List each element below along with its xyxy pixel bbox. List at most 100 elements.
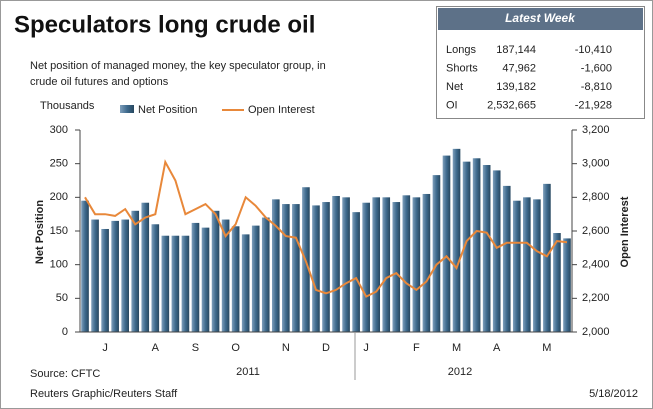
bar bbox=[372, 197, 381, 332]
legend-label: Open Interest bbox=[248, 104, 315, 116]
source: Source: CFTC bbox=[30, 368, 100, 380]
bar bbox=[563, 238, 571, 332]
y-tick-label: 300 bbox=[50, 124, 68, 136]
bar bbox=[81, 200, 89, 332]
table-value: 139,182 bbox=[496, 81, 536, 93]
bar bbox=[462, 161, 471, 332]
x-tick-label: S bbox=[192, 342, 199, 354]
legend-swatch bbox=[120, 105, 134, 113]
line bbox=[84, 159, 568, 298]
y-tick-label: 250 bbox=[50, 158, 68, 170]
x-tick-label: J bbox=[363, 342, 369, 354]
table-label: Longs bbox=[446, 44, 476, 56]
table-value: 47,962 bbox=[502, 62, 536, 74]
bar bbox=[211, 210, 220, 332]
y-tick-label: 0 bbox=[62, 326, 68, 338]
bar bbox=[432, 175, 441, 332]
bar bbox=[221, 219, 230, 332]
y2-axis-label: Open Interest bbox=[619, 196, 631, 267]
bar bbox=[392, 202, 401, 332]
bar bbox=[412, 197, 421, 332]
table-change: -8,810 bbox=[581, 81, 612, 93]
year-label: 2011 bbox=[236, 366, 260, 378]
bar bbox=[492, 170, 501, 332]
bar bbox=[422, 193, 431, 332]
bar bbox=[512, 200, 521, 332]
bar bbox=[121, 219, 129, 332]
y2-tick-label: 2,000 bbox=[582, 326, 610, 338]
bar bbox=[523, 197, 531, 332]
bar bbox=[502, 185, 511, 332]
bar bbox=[231, 226, 240, 332]
x-tick-label: A bbox=[152, 342, 160, 354]
y-tick-label: 150 bbox=[50, 225, 68, 237]
y2-tick-label: 3,000 bbox=[582, 158, 610, 170]
y2-tick-label: 2,200 bbox=[582, 292, 610, 304]
table-label: Shorts bbox=[446, 62, 478, 74]
bar bbox=[131, 210, 140, 332]
bar bbox=[91, 219, 99, 332]
bar bbox=[181, 235, 190, 332]
y2-tick-label: 2,400 bbox=[582, 259, 610, 271]
subtitle: crude oil futures and options bbox=[30, 76, 169, 88]
bar bbox=[472, 158, 481, 332]
bar bbox=[382, 197, 391, 332]
bar bbox=[312, 205, 320, 332]
bar bbox=[201, 227, 210, 332]
x-tick-label: O bbox=[231, 342, 240, 354]
bar bbox=[362, 202, 370, 332]
bar bbox=[241, 234, 250, 332]
bar bbox=[352, 212, 360, 332]
x-tick-label: M bbox=[452, 342, 461, 354]
year-label: 2012 bbox=[448, 366, 472, 378]
bar bbox=[452, 148, 461, 332]
chart-title: Speculators long crude oil bbox=[14, 11, 315, 38]
bar bbox=[322, 202, 330, 332]
credit: Reuters Graphic/Reuters Staff bbox=[30, 388, 178, 400]
bar bbox=[533, 199, 541, 332]
table-change: -1,600 bbox=[581, 62, 612, 74]
latest-week-title: Latest Week bbox=[505, 11, 576, 25]
bar bbox=[553, 233, 561, 332]
bar bbox=[342, 197, 350, 332]
bar bbox=[332, 195, 340, 332]
table-change: -10,410 bbox=[575, 44, 612, 56]
bar bbox=[282, 204, 290, 332]
legend-label: Net Position bbox=[138, 104, 197, 116]
bar bbox=[161, 235, 170, 332]
x-tick-label: M bbox=[542, 342, 551, 354]
table-label: Net bbox=[446, 81, 463, 93]
bar bbox=[292, 204, 300, 332]
table-change: -21,928 bbox=[575, 99, 612, 111]
bar bbox=[543, 183, 551, 332]
subtitle: Net position of managed money, the key s… bbox=[30, 60, 326, 72]
y-tick-label: 50 bbox=[56, 292, 68, 304]
y2-tick-label: 3,200 bbox=[582, 124, 610, 136]
bar bbox=[101, 228, 109, 332]
x-tick-label: A bbox=[493, 342, 501, 354]
latest-week-header bbox=[438, 8, 643, 30]
table-value: 187,144 bbox=[496, 44, 536, 56]
y2-tick-label: 2,800 bbox=[582, 191, 610, 203]
x-tick-label: N bbox=[282, 342, 290, 354]
y2-tick-label: 2,600 bbox=[582, 225, 610, 237]
bar bbox=[261, 217, 270, 332]
bar bbox=[251, 225, 260, 332]
x-tick-label: J bbox=[102, 342, 108, 354]
unit-label: Thousands bbox=[40, 100, 95, 112]
bar bbox=[191, 222, 200, 332]
y-tick-label: 200 bbox=[50, 191, 68, 203]
table-label: OI bbox=[446, 99, 458, 111]
bar bbox=[402, 195, 411, 332]
bar bbox=[111, 220, 119, 332]
y-tick-label: 100 bbox=[50, 259, 68, 271]
bar bbox=[151, 224, 160, 332]
bar bbox=[141, 202, 150, 332]
bar bbox=[442, 155, 451, 332]
bar bbox=[482, 165, 491, 332]
date: 5/18/2012 bbox=[589, 388, 638, 400]
table-value: 2,532,665 bbox=[487, 99, 536, 111]
x-tick-label: D bbox=[322, 342, 330, 354]
y-axis-label: Net Position bbox=[34, 200, 46, 264]
